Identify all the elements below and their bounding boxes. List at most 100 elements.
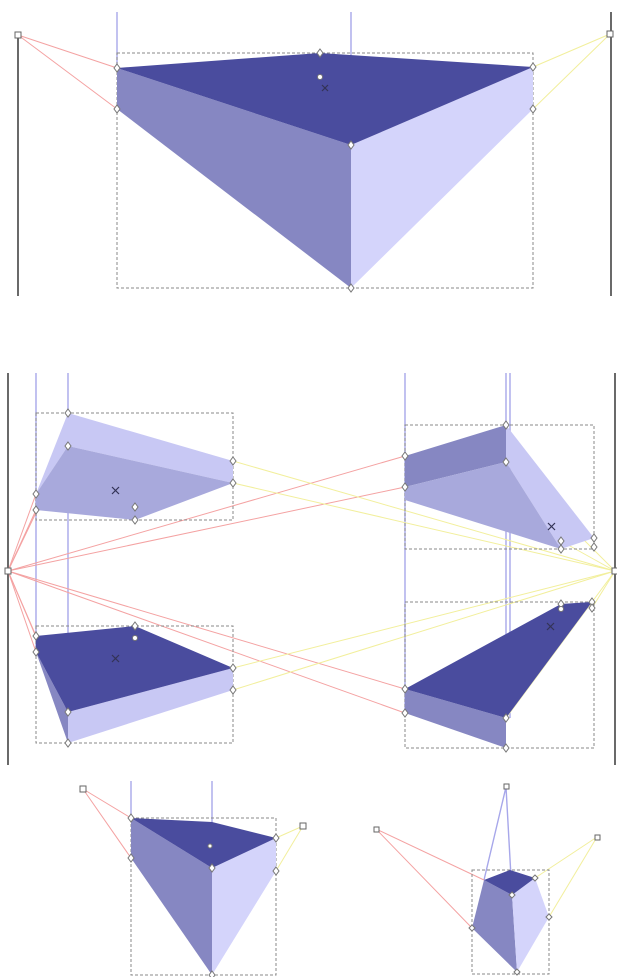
panel-four-boxes [4, 373, 617, 765]
bounding-box [471, 869, 550, 975]
vanishing-point-handle-left[interactable] [14, 31, 22, 39]
box-left-face [472, 880, 517, 972]
corner-handle[interactable] [468, 924, 476, 932]
perspective-rays-left [82, 788, 132, 859]
box-bottom-face [405, 462, 561, 549]
box-top-face [131, 818, 276, 868]
corner-handle[interactable] [401, 684, 409, 694]
box-top-face [484, 870, 535, 895]
box-top-right[interactable] [401, 420, 598, 554]
corner-handle[interactable] [316, 48, 324, 58]
perspective-rays-left [17, 34, 118, 110]
corner-handle[interactable] [127, 853, 135, 863]
box-light-face [506, 425, 594, 549]
vanishing-point-handle-right[interactable] [611, 567, 617, 575]
vanishing-point-handle-left[interactable] [373, 826, 380, 833]
perspective-rays-left [375, 828, 485, 929]
rotation-handle[interactable] [207, 843, 213, 849]
corner-handle[interactable] [502, 457, 510, 467]
corner-handle[interactable] [590, 542, 598, 552]
perspective-rays-right [275, 824, 305, 872]
corner-handle[interactable] [64, 441, 72, 451]
corner-handle[interactable] [32, 631, 40, 641]
corner-handle[interactable] [531, 874, 539, 882]
corner-handle[interactable] [113, 104, 121, 114]
box-top-left[interactable] [32, 408, 237, 525]
vanishing-point-handle-left[interactable] [79, 785, 87, 793]
corner-handle[interactable] [229, 685, 237, 695]
corner-handle[interactable] [131, 502, 139, 512]
corner-handle[interactable] [401, 482, 409, 492]
corner-handle[interactable] [588, 603, 596, 613]
cross-center-icon[interactable] [546, 622, 555, 631]
corner-handle[interactable] [208, 863, 216, 873]
vanishing-point-handle-left[interactable] [4, 567, 12, 575]
corner-handle[interactable] [131, 621, 139, 631]
corner-handle[interactable] [229, 456, 237, 466]
corner-handle[interactable] [229, 478, 237, 488]
corner-handle[interactable] [32, 489, 40, 499]
box-light-face [68, 413, 233, 483]
corner-handle[interactable] [401, 708, 409, 718]
vanishing-point-handle-right[interactable] [299, 822, 307, 830]
cross-center-icon[interactable] [547, 522, 556, 531]
cross-center-icon[interactable] [111, 654, 120, 663]
panel-small-box-left [79, 781, 307, 977]
corner-handle[interactable] [347, 283, 355, 293]
rotation-handle[interactable] [558, 606, 564, 612]
box-left-face [36, 652, 68, 743]
bounding-box [404, 601, 595, 749]
corner-handle[interactable] [113, 63, 121, 73]
rotation-handle[interactable] [132, 635, 138, 641]
corner-handle[interactable] [32, 505, 40, 515]
box-left-face [405, 425, 506, 487]
panel-small-box-right [373, 783, 601, 976]
box-light-face [68, 668, 233, 743]
corner-handle[interactable] [545, 913, 553, 921]
perspective-rays-right [532, 33, 611, 110]
box-left-face [131, 818, 212, 975]
corner-handle[interactable] [557, 544, 565, 554]
corner-handle[interactable] [502, 420, 510, 430]
bounding-box [116, 52, 534, 289]
corner-handle[interactable] [208, 970, 216, 977]
corner-handle[interactable] [64, 408, 72, 418]
vanishing-point-handle-top[interactable] [503, 783, 510, 790]
corner-handle[interactable] [513, 968, 521, 976]
corner-handle[interactable] [64, 707, 72, 717]
bounding-box [130, 817, 277, 976]
box-light-face [36, 413, 68, 494]
corner-handle[interactable] [127, 813, 135, 823]
corner-handle[interactable] [508, 891, 516, 899]
corner-handle[interactable] [590, 533, 598, 543]
corner-handle[interactable] [347, 140, 355, 150]
box-bottom-left[interactable] [32, 621, 237, 748]
corner-handle[interactable] [272, 866, 280, 876]
corner-handle[interactable] [529, 62, 537, 72]
rotation-handle[interactable] [317, 74, 323, 80]
box-right-face [212, 838, 276, 975]
corner-handle[interactable] [502, 713, 510, 723]
corner-handle[interactable] [131, 515, 139, 525]
box-bottom-right[interactable] [401, 597, 596, 753]
panel-wide-box [14, 12, 614, 296]
bounding-box [404, 424, 595, 550]
box-right-face [351, 67, 533, 288]
perspective-rays-red [7, 445, 406, 714]
handle-set [14, 30, 614, 293]
corner-handle[interactable] [64, 738, 72, 748]
vanishing-point-handle-right[interactable] [606, 30, 614, 38]
corner-handle[interactable] [502, 743, 510, 753]
cross-center-icon[interactable] [321, 84, 329, 92]
corner-handle[interactable] [529, 104, 537, 114]
corner-handle[interactable] [32, 647, 40, 657]
vanishing-point-handle-right[interactable] [594, 834, 601, 841]
box-top-face [117, 53, 533, 145]
corner-handle[interactable] [401, 451, 409, 461]
corner-handle[interactable] [272, 833, 280, 843]
cross-center-icon[interactable] [111, 486, 120, 495]
corner-handle[interactable] [229, 663, 237, 673]
box-top-face [405, 602, 592, 718]
